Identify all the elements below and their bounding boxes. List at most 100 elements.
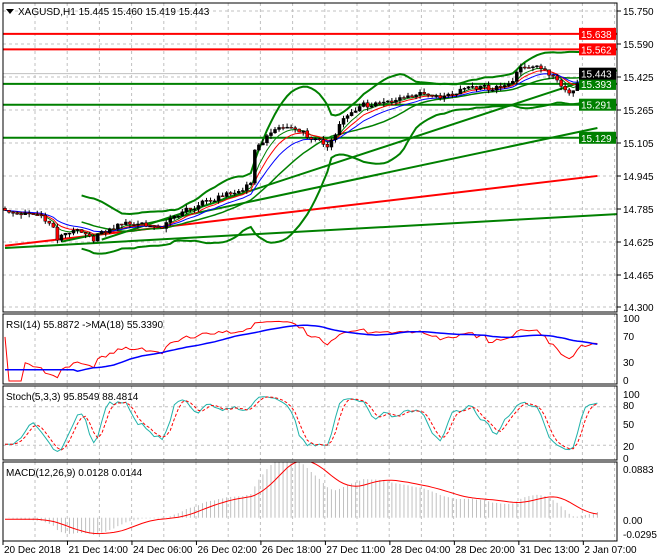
macd-label: MACD(12,26,9) 0.0128 0.0144 — [6, 468, 143, 479]
candle — [67, 232, 72, 238]
time-tick-label: 20 Dec 2018 — [4, 545, 61, 556]
candle — [265, 133, 269, 146]
ma-blue — [4, 73, 598, 233]
candle — [466, 86, 471, 90]
svg-text:15.129: 15.129 — [581, 134, 612, 145]
candle — [478, 85, 483, 91]
candle — [204, 197, 209, 205]
candle — [184, 204, 189, 214]
macd-tick-label: 0.00 — [623, 516, 643, 527]
candle — [374, 101, 378, 108]
candle — [23, 209, 27, 216]
candle — [51, 222, 56, 228]
trendline[interactable] — [101, 69, 618, 241]
candle — [257, 143, 261, 152]
candle — [132, 222, 136, 227]
candle — [124, 219, 128, 226]
candle — [390, 97, 394, 106]
candle — [293, 125, 297, 133]
candle — [104, 229, 108, 237]
price-level-label: 15.393 — [579, 77, 616, 91]
candle — [523, 63, 527, 70]
open-value: 15.445 — [79, 7, 110, 18]
candle — [273, 127, 277, 134]
candle — [337, 121, 342, 135]
stoch-main-line — [5, 396, 598, 452]
candle — [31, 213, 35, 215]
candle — [369, 102, 374, 109]
triangle-down-icon[interactable] — [6, 9, 14, 14]
candle — [128, 220, 132, 229]
price-tick-label: 15.265 — [623, 106, 654, 117]
price-level-label: 15.443 — [579, 67, 616, 81]
candle — [470, 82, 475, 89]
candle — [15, 211, 19, 215]
candle — [450, 90, 455, 99]
candle — [349, 109, 354, 117]
candle — [398, 94, 402, 104]
candle — [108, 227, 112, 235]
candle — [180, 208, 185, 217]
rsi-pane[interactable] — [4, 320, 598, 382]
time-tick-label: 27 Dec 11:00 — [326, 545, 385, 556]
candle — [148, 225, 152, 228]
stoch-tick-label: 100 — [623, 390, 640, 401]
candle — [277, 124, 281, 132]
price-level-label: 15.129 — [579, 131, 616, 145]
candle — [136, 220, 140, 229]
rsi-tick-label: 0 — [623, 376, 629, 387]
candle — [502, 82, 507, 90]
candle — [527, 64, 531, 69]
candle — [361, 100, 366, 108]
price-tick-label: 14.785 — [623, 205, 654, 216]
candle — [474, 85, 479, 92]
candle — [535, 65, 539, 69]
candle — [79, 229, 84, 233]
candle — [365, 99, 370, 111]
symbol-label: XAGUSD,H1 — [18, 7, 76, 18]
time-tick-label: 31 Dec 13:00 — [520, 545, 580, 556]
rsi-ma-line — [5, 324, 598, 372]
bollinger-lower — [81, 99, 598, 255]
candle — [55, 223, 60, 244]
candle — [11, 211, 15, 217]
candle — [309, 136, 314, 143]
price-pane[interactable] — [3, 32, 618, 255]
price-tick-label: 15.425 — [623, 73, 654, 84]
rsi-tick-label: 70 — [623, 332, 635, 343]
macd-pane[interactable] — [5, 458, 598, 535]
candle — [511, 77, 515, 85]
candle — [357, 103, 362, 112]
macd-tick-label: -0.0295 — [623, 530, 657, 541]
candle — [446, 92, 451, 98]
candle — [454, 93, 459, 98]
price-tick-label: 14.625 — [623, 238, 654, 249]
svg-text:15.393: 15.393 — [581, 80, 612, 91]
price-tick-label: 15.105 — [623, 139, 654, 150]
stoch-label: Stoch(5,3,3) 95.8549 88.4814 — [6, 392, 139, 403]
candle — [249, 181, 253, 186]
candle — [236, 188, 241, 195]
candle — [551, 73, 555, 80]
rsi-tick-label: 100 — [623, 314, 640, 325]
candle — [482, 83, 487, 90]
candle — [164, 219, 168, 233]
candle — [116, 223, 120, 231]
candle — [7, 210, 11, 214]
stochastic-pane[interactable] — [3, 396, 617, 452]
candle — [47, 220, 52, 226]
macd-tick-label: 0.0883 — [623, 465, 654, 476]
rsi-tick-label: 30 — [623, 358, 635, 369]
candle — [434, 93, 438, 99]
candle — [543, 66, 547, 71]
low-value: 15.419 — [145, 7, 176, 18]
candle — [200, 199, 205, 207]
price-tick-label: 15.590 — [623, 40, 654, 51]
candle — [386, 100, 390, 103]
candle — [224, 191, 229, 198]
candle — [353, 107, 358, 113]
trendline[interactable] — [4, 213, 618, 250]
rsi-label: RSI(14) 55.8872 ->MA(18) 55.3390 — [6, 320, 163, 331]
